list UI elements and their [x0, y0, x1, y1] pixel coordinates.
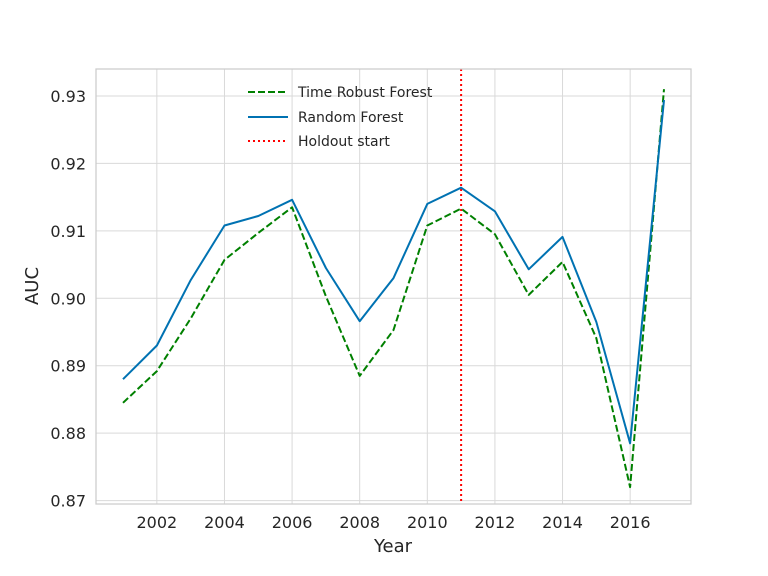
series-line-0	[122, 89, 665, 489]
y-tick-label: 0.87	[50, 492, 86, 511]
x-tick-label: 2016	[610, 513, 651, 532]
x-tick-label: 2012	[475, 513, 516, 532]
x-tick-label: 2014	[542, 513, 583, 532]
x-tick-label: 2002	[136, 513, 177, 532]
plot-frame	[95, 68, 692, 505]
y-axis-label: AUC	[22, 267, 43, 305]
x-tick-label: 2006	[272, 513, 313, 532]
grid	[96, 69, 691, 504]
legend-label-random-forest: Random Forest	[298, 110, 404, 126]
x-tick-label: 2010	[407, 513, 448, 532]
y-tick-label: 0.89	[50, 357, 86, 376]
x-axis-ticks: 2002 2004 2006 2008 2010 2012 2014 2016	[136, 513, 650, 532]
y-tick-label: 0.88	[50, 424, 86, 443]
y-tick-label: 0.91	[50, 222, 86, 241]
x-tick-label: 2008	[339, 513, 380, 532]
series-layer	[122, 69, 665, 504]
legend-label-holdout-start: Holdout start	[298, 134, 390, 150]
x-tick-label: 2004	[204, 513, 245, 532]
legend-label-time-robust-forest: Time Robust Forest	[297, 85, 433, 101]
series-line-1	[122, 99, 665, 445]
plot-background	[96, 69, 691, 504]
legend: Time Robust Forest Random Forest Holdout…	[248, 85, 433, 150]
y-tick-label: 0.90	[50, 289, 86, 308]
y-axis-ticks: 0.87 0.88 0.89 0.90 0.91 0.92 0.93	[50, 87, 86, 511]
y-tick-label: 0.93	[50, 87, 86, 106]
y-tick-label: 0.92	[50, 154, 86, 173]
x-axis-label: Year	[373, 536, 413, 557]
